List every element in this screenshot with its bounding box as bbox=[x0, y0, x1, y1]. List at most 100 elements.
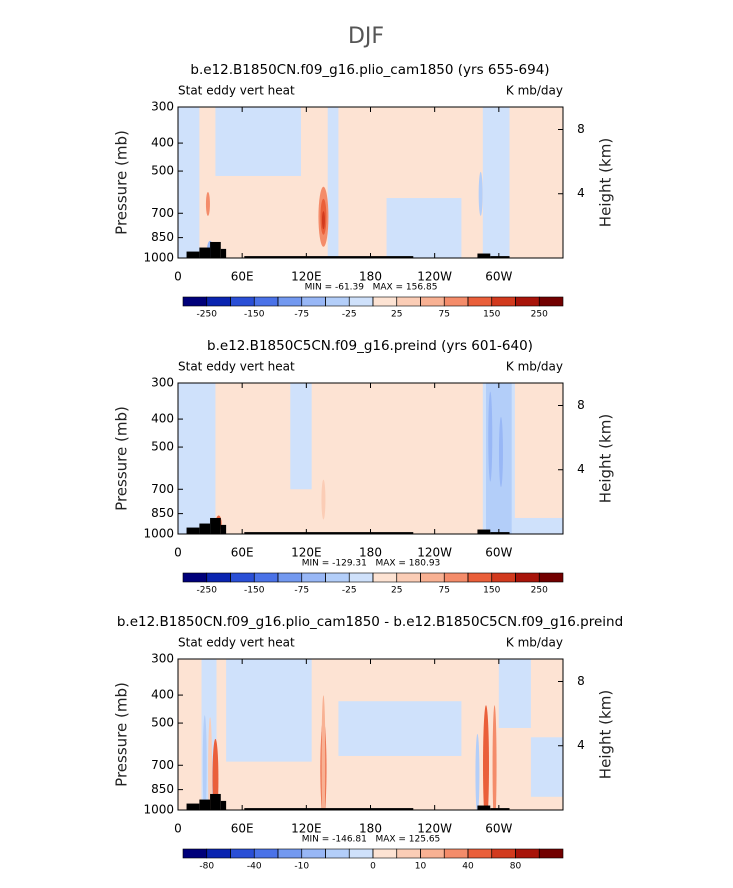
colorbar-label: 75 bbox=[439, 586, 450, 596]
figure-title: DJF bbox=[348, 24, 384, 49]
y-axis-label: Pressure (mb) bbox=[113, 406, 131, 511]
y2-tick-label: 4 bbox=[577, 738, 585, 752]
x-tick-label: 120W bbox=[417, 270, 452, 284]
colorbar-box bbox=[491, 296, 516, 307]
y-tick-label: 850 bbox=[151, 782, 174, 796]
y-tick-label: 700 bbox=[151, 758, 174, 772]
colorbar-label: 40 bbox=[462, 862, 474, 872]
topography bbox=[490, 532, 510, 534]
y-tick-label: 400 bbox=[151, 136, 174, 150]
x-tick-label: 60E bbox=[231, 822, 254, 836]
colorbar-label: -75 bbox=[294, 586, 309, 596]
colorbar-label: -150 bbox=[244, 310, 265, 320]
topography bbox=[199, 247, 211, 258]
y-tick-label: 300 bbox=[151, 652, 174, 666]
field-streak bbox=[498, 416, 503, 487]
y-tick-label: 1000 bbox=[143, 251, 174, 265]
x-tick-label: 60E bbox=[231, 270, 254, 284]
colorbar-box bbox=[277, 296, 303, 307]
colorbar-box bbox=[515, 296, 540, 307]
colorbar-box bbox=[277, 572, 303, 583]
topography bbox=[210, 517, 221, 534]
colorbar-box bbox=[515, 572, 540, 583]
y2-axis-label: Height (km) bbox=[597, 690, 615, 779]
x-tick-label: 60W bbox=[485, 822, 512, 836]
y-tick-label: 500 bbox=[151, 164, 174, 178]
x-tick-label: 60E bbox=[231, 546, 254, 560]
x-tick-label: 180 bbox=[359, 546, 382, 560]
topography bbox=[244, 808, 414, 810]
field-patch bbox=[338, 701, 462, 756]
colorbar-label: 75 bbox=[439, 310, 450, 320]
y-tick-label: 500 bbox=[151, 440, 174, 454]
colorbar-box bbox=[538, 572, 564, 583]
x-tick-label: 120W bbox=[417, 822, 452, 836]
colorbar-box bbox=[301, 296, 326, 307]
field-streak bbox=[202, 715, 207, 810]
colorbar-box bbox=[491, 572, 516, 583]
x-tick-label: 60W bbox=[485, 270, 512, 284]
y2-tick-label: 8 bbox=[577, 122, 585, 136]
field-patch bbox=[514, 383, 563, 518]
stats: MIN = -129.31 MAX = 180.93 bbox=[302, 559, 441, 569]
y2-axis-label: Height (km) bbox=[597, 414, 615, 503]
field-streak bbox=[483, 705, 489, 810]
colorbar-box bbox=[301, 572, 326, 583]
colorbar-label: 80 bbox=[510, 862, 522, 872]
colorbar-label: 250 bbox=[531, 310, 548, 320]
y-tick-label: 850 bbox=[151, 506, 174, 520]
field-streak bbox=[492, 705, 497, 810]
x-tick-label: 0 bbox=[174, 822, 182, 836]
field-streak bbox=[208, 717, 213, 810]
y-tick-label: 500 bbox=[151, 716, 174, 730]
colorbar-label: 10 bbox=[415, 862, 427, 872]
colorbar-box bbox=[182, 572, 208, 583]
y2-tick-label: 8 bbox=[577, 398, 585, 412]
colorbar-label: -40 bbox=[247, 862, 262, 872]
topography bbox=[477, 253, 491, 258]
colorbar-box bbox=[253, 848, 279, 859]
colorbar-box bbox=[443, 296, 469, 307]
colorbar-box bbox=[491, 848, 516, 859]
field-patch bbox=[498, 659, 531, 728]
colorbar-box bbox=[396, 572, 421, 583]
colorbar-label: -25 bbox=[342, 310, 357, 320]
field-patch bbox=[215, 107, 301, 176]
panel-title: b.e12.B1850C5CN.f09_g16.preind (yrs 601-… bbox=[207, 338, 533, 354]
colorbar-label: -250 bbox=[197, 310, 218, 320]
colorbar-box bbox=[420, 572, 445, 583]
field bbox=[178, 659, 563, 810]
x-tick-label: 180 bbox=[359, 270, 382, 284]
x-tick-label: 120E bbox=[291, 822, 322, 836]
panel-title: b.e12.B1850CN.f09_g16.plio_cam1850 (yrs … bbox=[190, 62, 549, 78]
colorbar-label: 25 bbox=[391, 310, 402, 320]
colorbar-box bbox=[325, 848, 350, 859]
right-label: K mb/day bbox=[506, 360, 563, 374]
colorbar-label: -25 bbox=[342, 586, 357, 596]
colorbar-box bbox=[467, 296, 493, 307]
topography bbox=[477, 529, 491, 534]
colorbar-label: -150 bbox=[244, 586, 265, 596]
colorbar-label: -250 bbox=[197, 586, 218, 596]
topography bbox=[210, 793, 221, 810]
y-tick-label: 700 bbox=[151, 482, 174, 496]
field-streak bbox=[321, 695, 326, 810]
topography bbox=[490, 256, 510, 258]
field-streak bbox=[475, 733, 480, 810]
field-patch bbox=[386, 198, 462, 258]
colorbar-box bbox=[301, 848, 326, 859]
x-tick-label: 120E bbox=[291, 546, 322, 560]
field-streak bbox=[488, 391, 493, 482]
colorbar-label: 250 bbox=[531, 586, 548, 596]
x-tick-label: 180 bbox=[359, 822, 382, 836]
colorbar-box bbox=[182, 848, 208, 859]
colorbar-box bbox=[348, 296, 374, 307]
field-patch bbox=[530, 737, 563, 797]
field-patch bbox=[290, 383, 312, 490]
colorbar-box bbox=[206, 848, 231, 859]
x-tick-label: 120W bbox=[417, 546, 452, 560]
colorbar-box bbox=[253, 296, 279, 307]
y-tick-label: 300 bbox=[151, 100, 174, 114]
left-label: Stat eddy vert heat bbox=[178, 360, 295, 374]
